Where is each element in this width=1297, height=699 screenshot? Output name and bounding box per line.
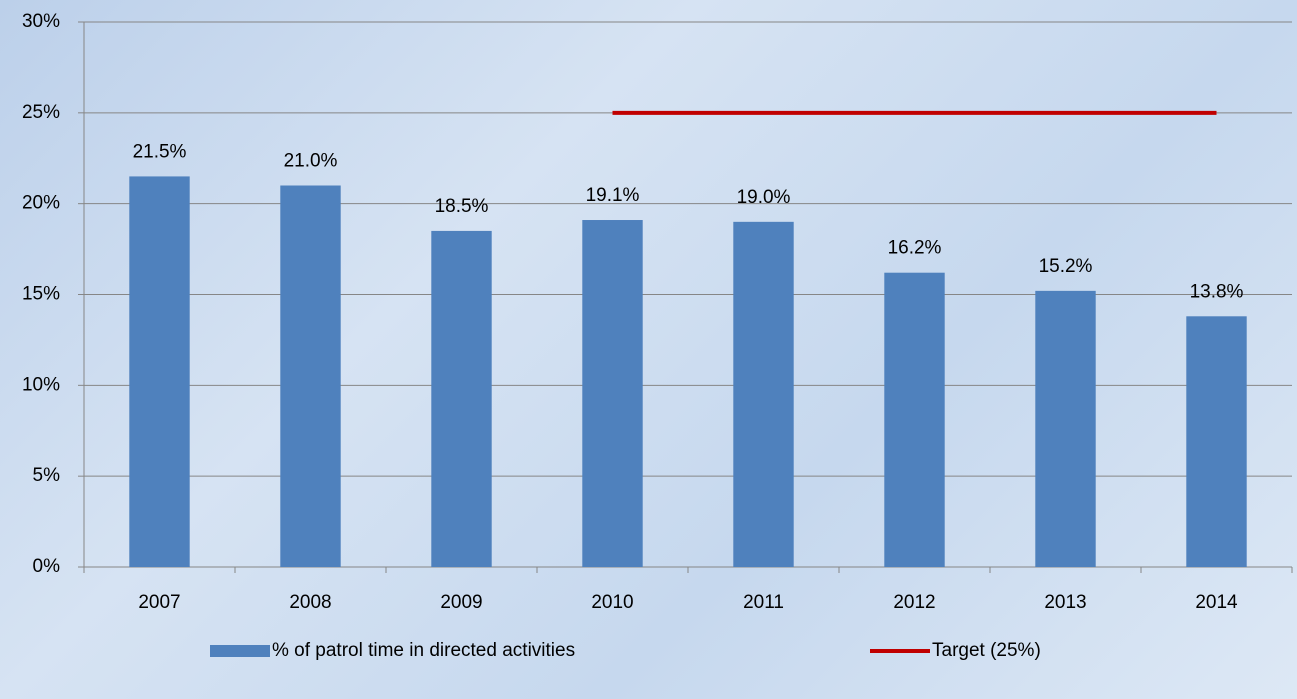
y-tick-label: 30% <box>22 11 60 32</box>
data-label: 18.5% <box>435 196 489 217</box>
data-label: 21.0% <box>284 151 338 172</box>
data-label: 13.8% <box>1190 281 1244 302</box>
bar <box>280 185 341 567</box>
data-label: 19.1% <box>586 185 640 206</box>
x-tick-label: 2008 <box>289 592 331 613</box>
bar <box>431 230 492 567</box>
y-tick-label: 25% <box>22 102 60 123</box>
bar <box>129 176 190 567</box>
x-tick-label: 2013 <box>1044 592 1086 613</box>
legend-label: % of patrol time in directed activities <box>272 640 575 661</box>
x-tick-label: 2011 <box>743 592 784 613</box>
data-label: 15.2% <box>1039 256 1093 277</box>
bar <box>1186 316 1247 567</box>
bar <box>884 272 945 567</box>
legend-label: Target (25%) <box>932 640 1041 661</box>
data-label: 16.2% <box>888 238 942 259</box>
y-tick-label: 20% <box>22 193 60 214</box>
bar <box>733 221 794 568</box>
x-tick-label: 2012 <box>893 592 935 613</box>
bar <box>582 220 643 567</box>
y-tick-label: 15% <box>22 284 60 305</box>
x-tick-label: 2010 <box>591 592 633 613</box>
y-tick-label: 0% <box>33 556 61 577</box>
data-label: 21.5% <box>133 141 187 162</box>
x-tick-label: 2014 <box>1195 592 1238 613</box>
legend-swatch <box>210 645 270 657</box>
y-tick-label: 10% <box>22 374 60 395</box>
y-tick-label: 5% <box>33 465 61 486</box>
bar <box>1035 290 1096 567</box>
x-tick-label: 2007 <box>138 592 180 613</box>
data-label: 19.0% <box>737 187 791 208</box>
x-tick-label: 2009 <box>440 592 482 613</box>
